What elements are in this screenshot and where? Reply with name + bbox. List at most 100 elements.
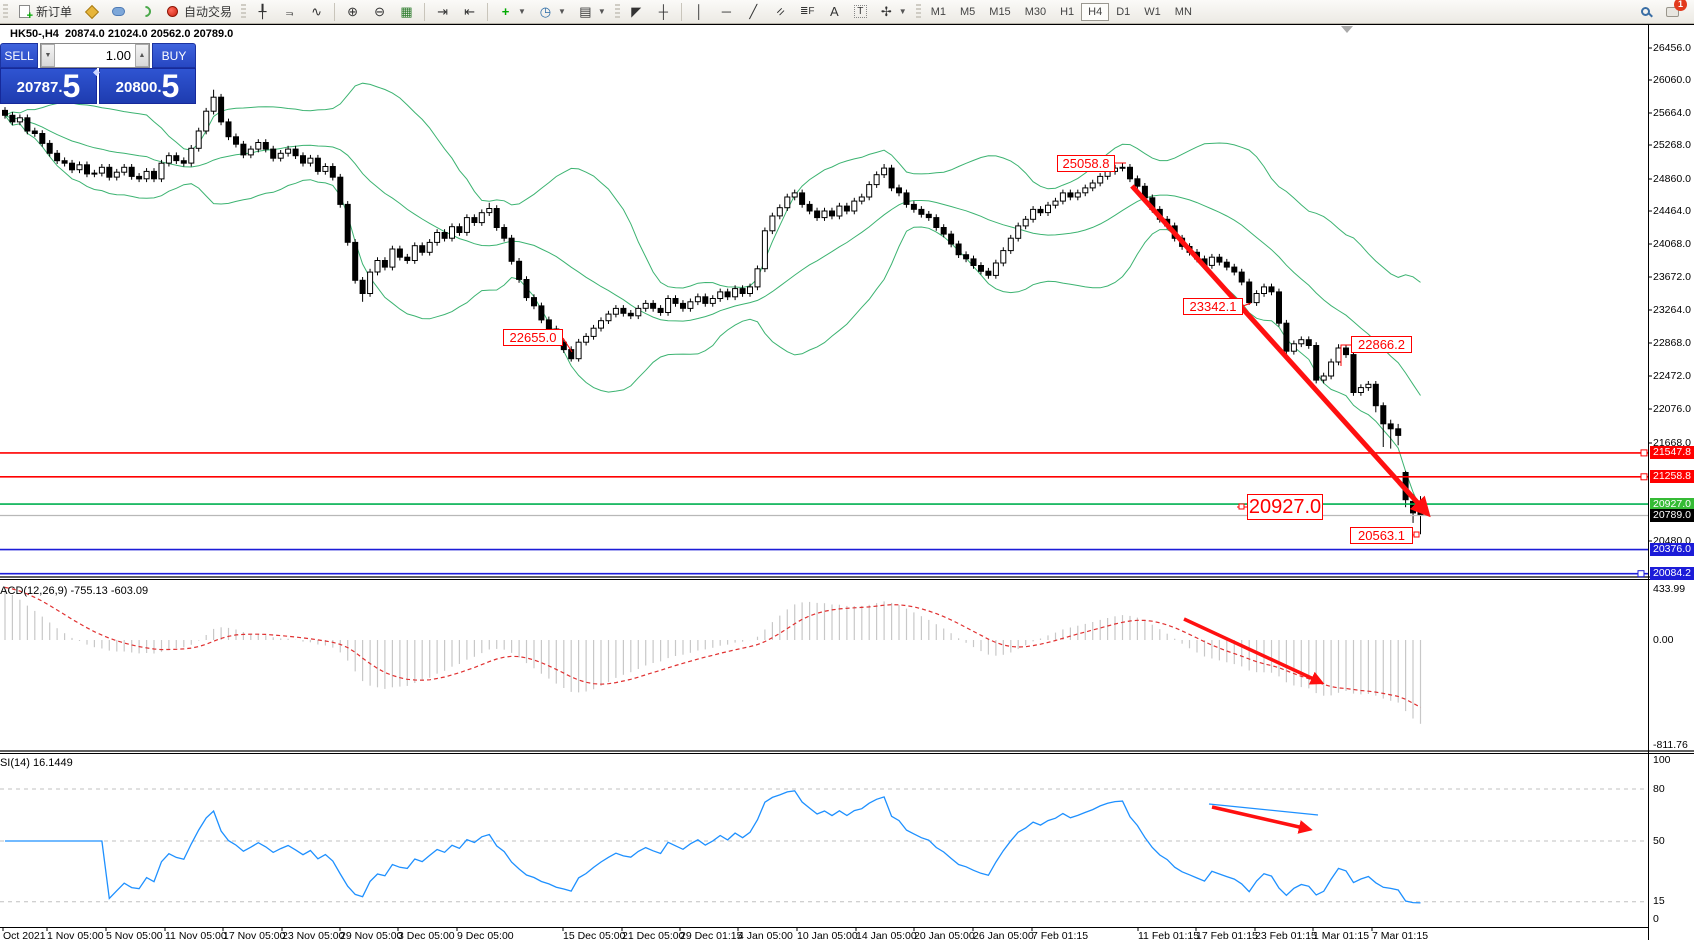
candlestick-icon: ⫬: [285, 4, 294, 19]
shift-chart-icon: ⇤: [464, 4, 475, 19]
zoom-in-button[interactable]: ⊕: [339, 2, 366, 22]
autotrading-icon: [165, 4, 180, 19]
bar-chart-button[interactable]: ╀: [249, 2, 276, 22]
tile-windows-icon: ▦: [400, 4, 413, 19]
notification-badge: 1: [1674, 0, 1687, 11]
symbol-period-label: HK50-,H4: [10, 28, 59, 40]
price-annotation[interactable]: 25058.8: [1057, 155, 1115, 172]
timeframe-button-m30[interactable]: M30: [1024, 5, 1047, 18]
new-order-label: 新订单: [36, 5, 73, 19]
one-click-trading-panel: SELL ▼ ▲ BUY 20787.5 20800.5: [0, 43, 196, 104]
line-chart-icon: ∿: [311, 4, 322, 19]
timeframe-button-mn[interactable]: MN: [1174, 5, 1192, 18]
shift-chart-button[interactable]: ⇤: [456, 2, 483, 22]
chart-shift-marker-icon: [1341, 26, 1353, 33]
toolbar-grip: [3, 3, 8, 20]
candles-layer: [2, 89, 1424, 535]
timeframe-button-h4[interactable]: H4: [1081, 2, 1110, 21]
template-dropdown[interactable]: ▤ ▼: [579, 4, 606, 19]
fibonacci-icon: ≣F: [800, 5, 815, 17]
chart-header: HK50-,H4 20874.0 21024.0 20562.0 20789.0: [10, 28, 233, 40]
fibonacci-button[interactable]: ≣F: [794, 2, 821, 22]
cursor-button[interactable]: ◤: [623, 2, 650, 22]
equidistant-channel-button[interactable]: =: [767, 2, 794, 22]
shift-end-icon: ⇥: [437, 4, 448, 19]
trend-arrows-layer[interactable]: [562, 162, 1431, 834]
timeframe-button-h1[interactable]: H1: [1060, 5, 1075, 18]
autotrading-label: 自动交易: [184, 5, 233, 19]
price-annotation[interactable]: 22655.0: [503, 329, 563, 346]
zoom-out-icon: ⊖: [374, 4, 385, 19]
chat-icon: 1: [1665, 0, 1687, 19]
new-chart-dropdown[interactable]: + ▼: [492, 2, 532, 22]
ask-price[interactable]: 20800. 5: [99, 68, 196, 104]
new-order-icon: [17, 4, 33, 22]
volume-down-button[interactable]: ▼: [41, 44, 55, 67]
crosshair-icon: ┼: [658, 4, 668, 19]
ask-price-big: 5: [161, 68, 180, 104]
buy-button[interactable]: BUY: [152, 43, 196, 68]
search-icon: [1638, 4, 1653, 19]
text-icon: A: [829, 4, 839, 19]
volume-up-button[interactable]: ▲: [135, 44, 149, 67]
macd-layer: [4, 586, 1422, 724]
price-annotation[interactable]: 23342.1: [1183, 298, 1243, 315]
timeframe-button-m15[interactable]: M15: [989, 5, 1011, 18]
deposit-button[interactable]: [78, 2, 105, 22]
arrows-dropdown[interactable]: ✢ ▼: [873, 2, 913, 22]
volume-input[interactable]: [55, 44, 135, 67]
period-clock-icon: ◷: [539, 4, 552, 19]
price-annotation[interactable]: 20563.1: [1350, 527, 1413, 544]
crosshair-button[interactable]: ┼: [650, 2, 677, 22]
zoom-out-button[interactable]: ⊖: [366, 2, 393, 22]
autotrading-button[interactable]: 自动交易: [159, 2, 238, 22]
vertical-line-button[interactable]: │: [686, 2, 713, 22]
new-order-button[interactable]: 新订单: [11, 2, 78, 22]
bid-price[interactable]: 20787. 5: [0, 68, 97, 104]
notifications-button[interactable]: 1: [1659, 0, 1687, 22]
horizontal-line-button[interactable]: ─: [713, 2, 740, 22]
horizontal-line-icon: ─: [721, 4, 731, 19]
timeframe-button-m5[interactable]: M5: [960, 5, 976, 18]
ask-price-main: 20800.: [115, 79, 162, 96]
community-button[interactable]: [105, 2, 132, 22]
zoom-in-icon: ⊕: [347, 4, 358, 19]
rsi-layer: [0, 788, 1648, 904]
chart-frame: [0, 24, 1694, 940]
cloud-icon: [111, 4, 126, 19]
horizontal-lines-layer[interactable]: [0, 449, 1648, 578]
bid-price-main: 20787.: [16, 79, 63, 96]
line-chart-button[interactable]: ∿: [303, 2, 330, 22]
chart-window[interactable]: [0, 24, 1694, 940]
text-button[interactable]: A: [821, 2, 848, 22]
template-icon: ▤: [579, 4, 592, 19]
trendline-button[interactable]: ╱: [740, 2, 767, 22]
timeframe-button-d1[interactable]: D1: [1116, 5, 1131, 18]
gold-icon: [84, 4, 99, 19]
bid-price-big: 5: [62, 68, 81, 104]
arrows-icon: ✢: [880, 4, 892, 19]
timeframe-button-w1[interactable]: W1: [1144, 5, 1161, 18]
candlestick-button[interactable]: ⫬: [276, 2, 303, 22]
shift-end-button[interactable]: ⇥: [429, 2, 456, 22]
text-label-button[interactable]: T: [848, 2, 873, 22]
price-annotation[interactable]: 22866.2: [1351, 336, 1412, 353]
price-annotation[interactable]: 20927.0: [1247, 494, 1323, 520]
signal-icon: [137, 3, 154, 20]
vertical-line-icon: │: [695, 4, 704, 19]
volume-stepper: ▼ ▲: [40, 43, 150, 68]
equidistant-channel-icon: =: [772, 3, 789, 20]
period-dropdown[interactable]: ◷ ▼: [539, 4, 566, 19]
tile-windows-button[interactable]: ▦: [393, 2, 420, 22]
ohlc-label: 20874.0 21024.0 20562.0 20789.0: [65, 28, 234, 40]
search-button[interactable]: [1632, 2, 1659, 22]
signals-button[interactable]: [132, 2, 159, 22]
toolbar: 新订单 自动交易 ╀ ⫬ ∿ ⊕ ⊖ ▦ ⇥ ⇤ +▼ ◷▼ ▤▼ ◤ ┼ │ …: [0, 0, 1694, 24]
timeframe-button-m1[interactable]: M1: [930, 5, 946, 18]
trendline-icon: ╱: [749, 4, 758, 19]
timeframe-group: M1 M5 M15 M30 H1 H4 D1 W1 MN: [924, 2, 1199, 21]
sell-button[interactable]: SELL: [0, 43, 38, 68]
new-chart-icon: +: [501, 4, 510, 19]
cursor-icon: ◤: [631, 4, 642, 19]
